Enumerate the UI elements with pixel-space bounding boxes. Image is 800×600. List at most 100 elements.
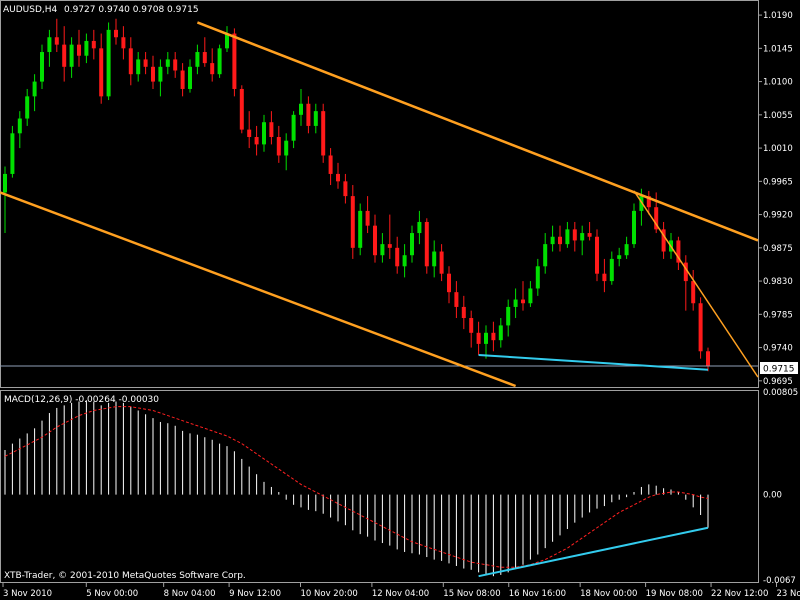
candle-body xyxy=(299,103,303,115)
price-axis: 1.0190 1.0145 1.0100 1.0055 1.0010 0.9965 0.99… xyxy=(758,11,793,387)
candle-body xyxy=(602,273,607,282)
time-tick-label: 12 Nov 04:00 xyxy=(372,589,429,599)
candle-body xyxy=(291,114,296,141)
price-tick-label: 1.0010 xyxy=(763,144,793,154)
time-tick-label: 10 Nov 20:00 xyxy=(301,589,358,599)
steep-trend-line xyxy=(633,190,759,378)
macd-title: MACD(12,26,9) -0.00264 -0.00030 xyxy=(4,395,159,405)
candle-body xyxy=(188,66,192,89)
candle-body xyxy=(10,133,15,174)
candle-body xyxy=(276,136,281,156)
macd-indicator: 0.00805 0.00 -0.0067 xyxy=(4,388,798,586)
price-panel-frame xyxy=(0,0,759,388)
candle-body xyxy=(639,196,644,211)
candle-body xyxy=(373,225,377,256)
candle-body xyxy=(136,59,141,75)
candle-body xyxy=(595,236,599,274)
candle-body xyxy=(306,103,311,126)
candle-body xyxy=(395,247,400,267)
copyright-label: XTB-Trader, © 2001-2010 MetaQuotes Softw… xyxy=(4,571,246,581)
trend-lines xyxy=(0,21,759,388)
price-tick-label: 1.0055 xyxy=(763,111,793,121)
candle-body xyxy=(654,207,659,230)
candle-body xyxy=(572,229,577,241)
candle-body xyxy=(691,281,696,304)
candle-body xyxy=(121,37,126,49)
candle-body xyxy=(25,96,30,119)
last-price-tag-bg xyxy=(760,362,798,374)
candle-body xyxy=(565,229,570,245)
candle-body xyxy=(461,306,466,319)
candle-body xyxy=(217,48,222,75)
candle-body xyxy=(336,173,340,182)
macd-panel-frame xyxy=(0,390,759,583)
candle-body xyxy=(646,196,651,208)
time-tick-label: 23 Nov 20:00 xyxy=(777,589,800,599)
candle-body xyxy=(454,292,459,307)
candle-body xyxy=(328,155,333,174)
macd-divergence-line xyxy=(478,526,709,578)
candle-body xyxy=(343,181,348,197)
candle-body xyxy=(3,173,7,193)
candle-body xyxy=(698,303,703,352)
time-axis: 3 Nov 2010 5 Nov 00:00 8 Nov 04:00 9 Nov 12… xyxy=(2,583,800,599)
candle-body xyxy=(158,66,163,82)
last-price-tag: 0.9715 xyxy=(763,365,795,375)
candle-body xyxy=(617,255,622,259)
candle-body xyxy=(528,288,533,304)
candle-body xyxy=(47,37,52,53)
candle-body xyxy=(77,44,81,56)
candle-body xyxy=(232,33,237,89)
time-tick-label: 22 Nov 12:00 xyxy=(711,589,768,599)
candle-body xyxy=(417,221,422,234)
price-divergence-line xyxy=(478,353,709,371)
candle-body xyxy=(439,251,444,274)
candle-body xyxy=(239,88,244,130)
candle-body xyxy=(543,244,548,267)
candle-body xyxy=(706,351,710,367)
candle-body xyxy=(447,273,451,293)
candle-body xyxy=(143,59,148,67)
time-tick-label: 19 Nov 08:00 xyxy=(646,589,703,599)
candle-body xyxy=(506,306,511,326)
candle-body xyxy=(284,140,289,156)
price-tick-label: 0.9965 xyxy=(763,177,793,187)
candle-body xyxy=(484,332,488,344)
candle-body xyxy=(173,59,178,71)
time-tick-label: 3 Nov 2010 xyxy=(3,589,52,599)
candle-body xyxy=(587,233,592,237)
candle-body xyxy=(106,29,111,97)
candle-body xyxy=(521,299,525,304)
candle-body xyxy=(380,244,385,256)
ohlc-readout: 0.9727 0.9740 0.9708 0.9715 xyxy=(64,5,199,15)
candle-body xyxy=(476,332,481,344)
candle-body xyxy=(254,136,259,145)
time-tick-label: 15 Nov 08:00 xyxy=(443,589,500,599)
channel-upper-line xyxy=(196,21,759,242)
price-tick-label: 0.9830 xyxy=(763,277,793,287)
candle-body xyxy=(365,210,370,226)
candle-body xyxy=(17,118,22,134)
candle-body xyxy=(128,48,133,75)
price-tick-label: 0.9875 xyxy=(763,244,793,254)
candle-body xyxy=(210,63,215,75)
time-tick-label: 16 Nov 16:00 xyxy=(509,589,566,599)
candle-body xyxy=(580,233,585,241)
candle-body xyxy=(632,210,636,245)
candle-body xyxy=(402,255,407,267)
price-tick-label: 0.9920 xyxy=(763,211,793,221)
candle-body xyxy=(313,111,318,126)
candle-body xyxy=(491,332,496,341)
candle-body xyxy=(550,236,555,245)
candle-body xyxy=(661,229,666,252)
candle-body xyxy=(40,52,44,82)
macd-tick-label: 0.00 xyxy=(763,491,782,501)
candle-body xyxy=(262,122,266,145)
time-tick-label: 5 Nov 00:00 xyxy=(86,589,138,599)
price-tick-label: 1.0145 xyxy=(763,44,793,54)
candle-body xyxy=(32,81,37,97)
candle-body xyxy=(676,240,681,263)
candle-body xyxy=(114,29,118,38)
candle-body xyxy=(535,266,540,289)
